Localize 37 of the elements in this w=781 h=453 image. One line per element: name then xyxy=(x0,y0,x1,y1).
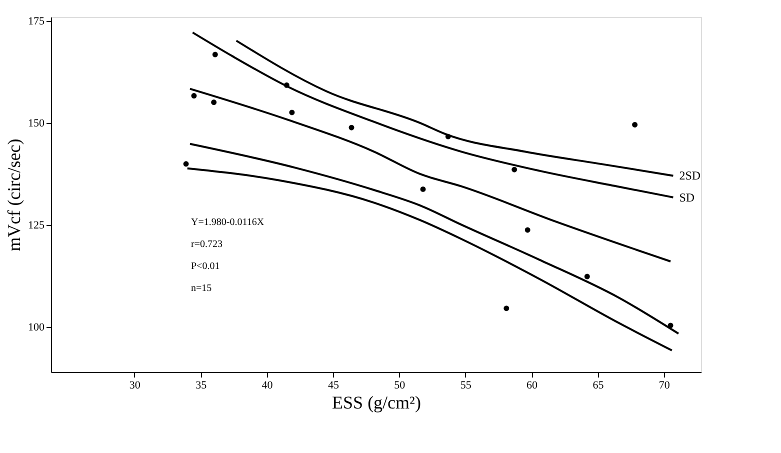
x-tick-label: 70 xyxy=(658,380,670,392)
annotation: P<0.01 xyxy=(191,261,220,272)
line-series xyxy=(189,142,680,335)
x-tick-label: 40 xyxy=(262,380,274,392)
y-tick-label: 100 xyxy=(28,322,45,334)
series-label: 2SD xyxy=(679,168,701,183)
series-label: SD xyxy=(679,190,695,204)
point xyxy=(420,186,426,192)
x-tick-label: 65 xyxy=(592,380,604,392)
x-tick-label: 35 xyxy=(196,380,208,392)
x-tick-label: 30 xyxy=(129,380,141,392)
line-series xyxy=(189,88,672,262)
y-tick-label: 150 xyxy=(28,118,45,130)
x-tick-label: 45 xyxy=(328,380,340,392)
point xyxy=(211,100,217,106)
point xyxy=(632,122,638,128)
annotation: Y=1.980-0.0116X xyxy=(191,217,265,228)
point xyxy=(191,93,197,98)
x-tick-label: 60 xyxy=(526,380,538,392)
line-series xyxy=(192,32,674,198)
annotation: r=0.723 xyxy=(191,239,222,250)
annotation: n=15 xyxy=(191,283,212,294)
point xyxy=(504,306,510,312)
point xyxy=(524,227,530,233)
y-tick-label: 175 xyxy=(28,16,45,28)
x-tick-label: 50 xyxy=(394,380,406,392)
point xyxy=(212,52,218,58)
point xyxy=(348,124,354,130)
y-axis-title: mVcf (circ/sec) xyxy=(4,138,24,252)
x-axis-title: ESS (g/cm²) xyxy=(332,392,421,412)
point xyxy=(289,110,295,116)
point xyxy=(183,161,189,167)
point xyxy=(512,166,518,172)
point xyxy=(584,274,590,280)
y-tick-label: 125 xyxy=(28,220,45,232)
x-tick-label: 55 xyxy=(460,380,472,392)
line-series xyxy=(235,40,674,177)
